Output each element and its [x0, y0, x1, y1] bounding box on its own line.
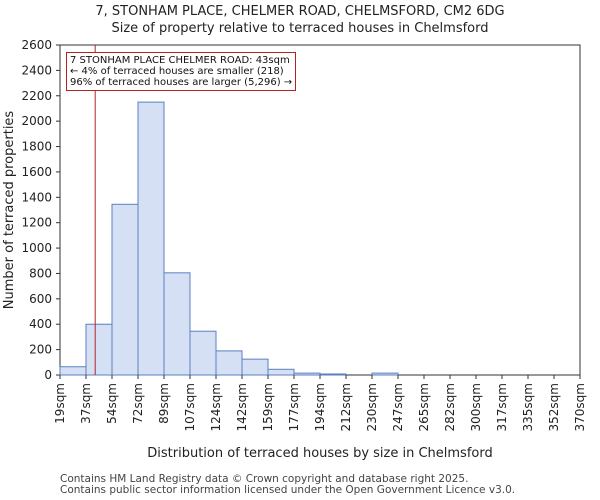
bar — [163, 272, 191, 376]
bar — [137, 101, 165, 376]
x-tick-label: 194sqm — [313, 383, 327, 431]
y-axis-label: Number of terraced properties — [2, 111, 17, 310]
x-tick-label: 89sqm — [157, 383, 171, 424]
x-tick-label: 54sqm — [105, 383, 119, 424]
x-axis-label: Distribution of terraced houses by size … — [147, 446, 492, 461]
y-tick-label: 600 — [29, 292, 52, 306]
x-tick-label: 72sqm — [131, 383, 145, 424]
x-tick-label: 142sqm — [235, 383, 249, 431]
x-tick-label: 177sqm — [287, 383, 301, 431]
bar — [267, 368, 295, 376]
x-tick-label: 124sqm — [209, 383, 223, 431]
annotation-line-2: ← 4% of terraced houses are smaller (218… — [70, 66, 284, 77]
annotation-box: 7 STONHAM PLACE CHELMER ROAD: 43sqm ← 4%… — [66, 52, 297, 91]
y-tick-label: 1000 — [21, 241, 52, 255]
bar — [215, 350, 243, 376]
bar — [241, 358, 269, 376]
bar — [371, 372, 399, 376]
y-tick-label: 1400 — [21, 190, 52, 204]
x-tick-label: 230sqm — [365, 383, 379, 431]
x-tick-label: 247sqm — [391, 383, 405, 431]
x-tick-label: 107sqm — [183, 383, 197, 431]
bar — [85, 323, 113, 376]
bar — [319, 373, 347, 376]
annotation-line-1: 7 STONHAM PLACE CHELMER ROAD: 43sqm — [70, 55, 290, 66]
x-tick-label: 352sqm — [547, 383, 561, 431]
bar — [111, 203, 139, 376]
x-tick-label: 370sqm — [573, 383, 587, 431]
x-tick-label: 335sqm — [521, 383, 535, 431]
y-tick-label: 2600 — [21, 38, 52, 52]
x-tick-label: 159sqm — [261, 383, 275, 431]
y-tick-label: 2200 — [21, 89, 52, 103]
y-tick-label: 2000 — [21, 114, 52, 128]
chart-subtitle: Size of property relative to terraced ho… — [111, 21, 489, 36]
y-tick-label: 1800 — [21, 140, 52, 154]
y-tick-label: 400 — [29, 317, 52, 331]
x-tick-label: 300sqm — [469, 383, 483, 431]
annotation-line-3: 96% of terraced houses are larger (5,296… — [70, 77, 293, 88]
y-tick-label: 1200 — [21, 216, 52, 230]
bar — [293, 372, 321, 376]
y-tick-label: 2400 — [21, 63, 52, 77]
x-tick-label: 265sqm — [417, 383, 431, 431]
bar — [189, 330, 217, 376]
bar — [59, 366, 87, 376]
x-tick-label: 37sqm — [79, 383, 93, 424]
x-tick-label: 212sqm — [339, 383, 353, 431]
y-tick-label: 200 — [29, 343, 52, 357]
footer-line-1: Contains HM Land Registry data © Crown c… — [60, 473, 469, 485]
footer-line-2: Contains public sector information licen… — [60, 484, 516, 496]
x-tick-label: 19sqm — [53, 383, 67, 424]
chart-title: 7, STONHAM PLACE, CHELMER ROAD, CHELMSFO… — [95, 4, 505, 19]
x-tick-label: 282sqm — [443, 383, 457, 431]
x-tick-label: 317sqm — [495, 383, 509, 431]
y-tick-label: 0 — [44, 368, 52, 382]
y-tick-label: 1600 — [21, 165, 52, 179]
y-tick-label: 800 — [29, 266, 52, 280]
